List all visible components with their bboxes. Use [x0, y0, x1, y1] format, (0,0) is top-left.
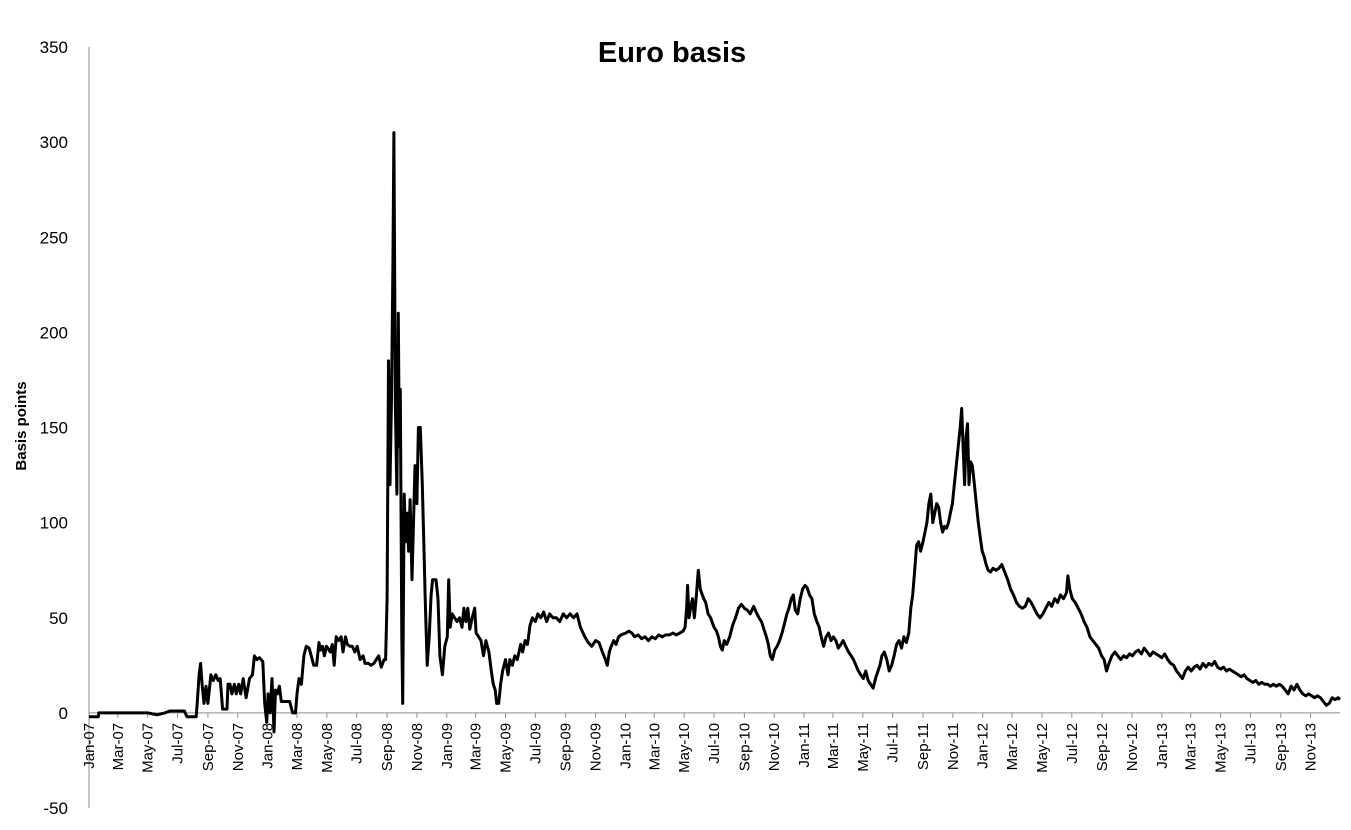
x-tick-label: Jul-12 — [1064, 723, 1081, 764]
x-tick-label: Jan-13 — [1154, 723, 1171, 769]
x-tick-label: Jul-07 — [170, 723, 187, 764]
x-tick-label: Jan-11 — [796, 723, 813, 768]
x-tick-label: May-13 — [1213, 723, 1230, 773]
x-tick-label: May-07 — [140, 723, 157, 773]
x-tick-label: Jul-11 — [885, 723, 902, 763]
x-tick-label: Nov-09 — [588, 723, 605, 771]
x-tick-label: Mar-09 — [468, 723, 485, 771]
x-tick-label: Sep-07 — [200, 723, 217, 771]
x-tick-label: May-09 — [498, 723, 515, 773]
chart-title: Euro basis — [598, 37, 746, 69]
x-tick-label: Jan-10 — [617, 723, 634, 769]
x-tick-label: Nov-12 — [1124, 723, 1141, 771]
x-tick-label: May-12 — [1034, 723, 1051, 773]
x-tick-label: Sep-08 — [379, 723, 396, 771]
x-tick-label: Jul-08 — [349, 723, 366, 764]
x-tick-label: Mar-08 — [289, 723, 306, 771]
x-tick-label: Nov-08 — [409, 723, 426, 771]
x-tick-label: Jan-08 — [260, 723, 277, 769]
y-tick-label: 300 — [40, 133, 68, 152]
x-tick-label: Sep-13 — [1273, 723, 1290, 771]
x-tick-label: May-11 — [855, 723, 872, 772]
x-tick-label: Mar-12 — [1004, 723, 1021, 771]
x-tick-label: Mar-07 — [110, 723, 127, 771]
x-tick-label: Jul-13 — [1242, 723, 1259, 764]
x-tick-label: Mar-10 — [646, 723, 663, 771]
x-tick-label: Sep-10 — [736, 723, 753, 771]
y-tick-label: 100 — [40, 514, 68, 533]
x-tick-label: Jul-10 — [706, 723, 723, 764]
x-tick-label: Jan-07 — [81, 723, 98, 769]
x-tick-label: May-08 — [319, 723, 336, 773]
x-tick-label: Mar-11 — [825, 723, 842, 769]
x-tick-label: Sep-12 — [1094, 723, 1111, 771]
x-tick-label: Nov-07 — [230, 723, 247, 771]
series-group — [89, 131, 1342, 734]
x-tick-label: Nov-13 — [1303, 723, 1320, 771]
x-tick-label: Jan-12 — [975, 723, 992, 769]
y-tick-label: 150 — [40, 419, 68, 438]
x-tick-label: Mar-13 — [1183, 723, 1200, 771]
y-tick-label: 200 — [40, 323, 68, 342]
x-tick-label: Sep-09 — [558, 723, 575, 771]
y-tick-label: 0 — [59, 704, 68, 723]
x-tick-label: Jan-09 — [439, 723, 456, 769]
x-tick-label: Sep-11 — [915, 723, 932, 770]
series-line — [89, 131, 1342, 734]
x-tick-label: Jul-09 — [527, 723, 544, 764]
x-tick-label: Nov-10 — [766, 723, 783, 771]
y-axis-ticks: -50 0 50 100 150 200 250 300 350 — [40, 38, 68, 818]
x-tick-label: Nov-11 — [945, 723, 962, 770]
y-tick-label: 50 — [49, 609, 68, 628]
x-axis-ticks: Jan-07 Mar-07 May-07 Jul-07 Sep-07 Nov-07 Jan-… — [81, 712, 1320, 773]
y-tick-label: 250 — [40, 228, 68, 247]
x-tick-label: May-10 — [676, 723, 693, 773]
y-tick-label: 350 — [40, 38, 68, 57]
y-axis-label: Basis points — [13, 381, 30, 470]
y-tick-label: -50 — [43, 799, 68, 818]
